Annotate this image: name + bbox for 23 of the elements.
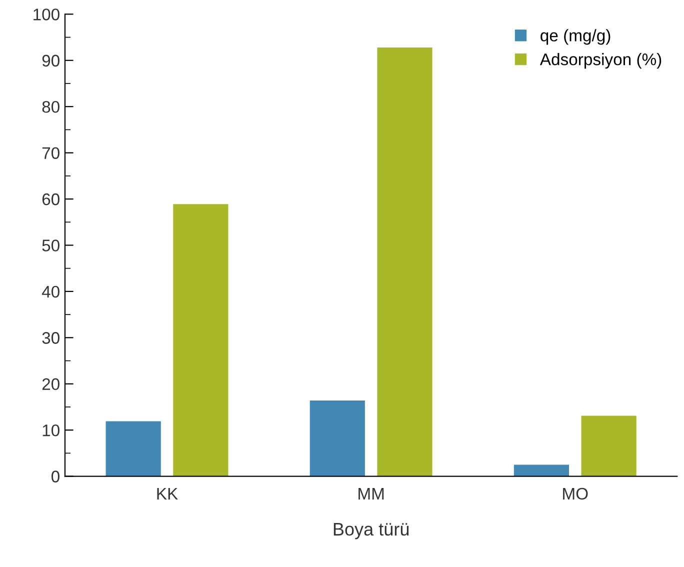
- y-tick-label: 70: [42, 147, 60, 160]
- y-tick-label: 10: [42, 424, 60, 436]
- y-tick-label: 50: [42, 240, 60, 252]
- y-tick-label: 80: [42, 100, 60, 113]
- x-tick-label: MM: [358, 488, 384, 500]
- y-tick-label: 40: [42, 286, 60, 298]
- y-tick-label: 30: [42, 332, 60, 344]
- bar: [310, 400, 365, 476]
- y-tick-label: 100: [34, 8, 60, 20]
- bar: [106, 421, 161, 476]
- y-tick-label: 60: [42, 193, 60, 206]
- x-tick-label: MO: [563, 488, 588, 500]
- bar: [377, 47, 432, 476]
- y-tick-label: 0: [52, 470, 60, 482]
- y-tick-label: 20: [42, 378, 60, 390]
- bar: [581, 416, 636, 476]
- x-tick-label: KK: [157, 488, 178, 500]
- y-tick-label: 90: [42, 54, 60, 67]
- x-axis-title: Boya türü: [334, 523, 409, 540]
- legend-label: Adsorpsiyon (%): [540, 53, 662, 69]
- bar: [173, 204, 228, 476]
- legend-label: qe (mg/g): [540, 29, 610, 45]
- bar: [514, 464, 570, 476]
